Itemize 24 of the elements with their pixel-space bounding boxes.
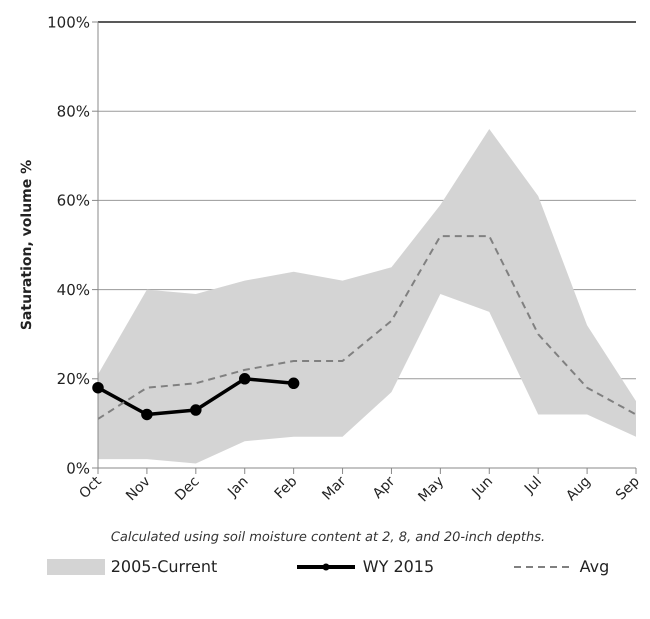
- point: [190, 404, 202, 416]
- point: [92, 382, 104, 394]
- y-tick-label: 60%: [56, 192, 90, 210]
- point: [238, 373, 250, 385]
- legend-label: WY 2015: [362, 557, 434, 576]
- legend-label: Avg: [580, 557, 610, 576]
- x-tick-label: Mar: [319, 473, 350, 504]
- x-tick-label: Feb: [272, 473, 301, 502]
- y-tick-label: 20%: [56, 370, 90, 388]
- y-tick-label: 80%: [56, 102, 90, 121]
- x-tick-label: Dec: [172, 474, 203, 504]
- point: [288, 378, 300, 390]
- x-tick-label: Sep: [612, 473, 643, 504]
- x-tick-label: Apr: [370, 473, 398, 502]
- x-tick-label: Jan: [224, 474, 252, 501]
- text: Calculated using soil moisture content at 2, 8, and 20-inch depths.: [110, 530, 546, 545]
- x-tick-label: Jul: [521, 474, 546, 498]
- legend-label: 2005-Current: [110, 557, 218, 576]
- y-tick-label: 100%: [47, 13, 90, 32]
- y-axis-title: Saturation, volume %: [18, 160, 35, 330]
- y-tick-label: 40%: [56, 280, 90, 299]
- x-tick-label: Jun: [468, 474, 496, 502]
- point: [141, 408, 153, 420]
- x-tick-label: Nov: [123, 474, 154, 504]
